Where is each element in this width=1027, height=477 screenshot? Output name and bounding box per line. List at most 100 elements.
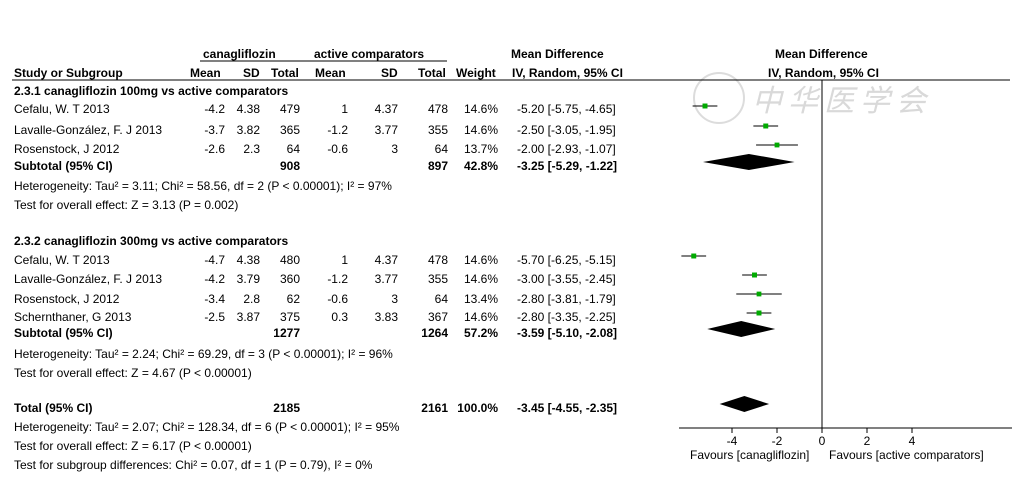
n1-cell: 479 xyxy=(279,102,300,116)
study-name: Rosenstock, J 2012 xyxy=(14,292,120,306)
ci-cell: -2.00 [-2.93, -1.07] xyxy=(517,142,616,156)
n2-cell: 478 xyxy=(427,102,448,116)
ci-cell: -5.20 [-5.75, -4.65] xyxy=(517,102,616,116)
sd1-cell: 3.79 xyxy=(236,272,260,286)
sd1-cell: 3.87 xyxy=(236,310,260,324)
subtotal-n1: 1277 xyxy=(273,326,300,340)
header-method-right: IV, Random, 95% CI xyxy=(768,66,879,80)
favours-left-label: Favours [canagliflozin] xyxy=(690,448,810,462)
footer-overall-effect: Test for overall effect: Z = 6.17 (P < 0… xyxy=(14,439,252,453)
mean1-cell: -2.5 xyxy=(204,310,225,324)
total-n2: 2161 xyxy=(421,401,448,415)
subtotal-n2: 897 xyxy=(427,159,448,173)
n1-cell: 64 xyxy=(286,142,300,156)
total-weight: 100.0% xyxy=(457,401,498,415)
ci-cell: -2.80 [-3.81, -1.79] xyxy=(517,292,616,306)
sd2-cell: 4.37 xyxy=(374,253,398,267)
study-point xyxy=(702,103,708,109)
ci-cell: -5.70 [-6.25, -5.15] xyxy=(517,253,616,267)
study-point xyxy=(691,253,697,259)
ci-cell: -2.80 [-3.35, -2.25] xyxy=(517,310,616,324)
sd2-cell: 3.83 xyxy=(374,310,398,324)
sd1-cell: 4.38 xyxy=(236,253,260,267)
mean2-cell: -1.2 xyxy=(327,272,348,286)
header-study: Study or Subgroup xyxy=(14,66,123,80)
favours-right-label: Favours [active comparators] xyxy=(829,448,984,462)
study-name: Rosenstock, J 2012 xyxy=(14,142,120,156)
mean2-cell: -0.6 xyxy=(327,142,348,156)
subtotal-weight: 42.8% xyxy=(463,159,498,173)
weight-cell: 14.6% xyxy=(463,272,498,286)
ci-cell: -2.50 [-3.05, -1.95] xyxy=(517,123,616,137)
mean1-cell: -3.4 xyxy=(204,292,225,306)
n2-cell: 64 xyxy=(434,142,448,156)
n2-cell: 355 xyxy=(427,123,448,137)
watermark-text: 中华医学会 xyxy=(752,84,932,119)
study-name: Cefalu, W. T 2013 xyxy=(14,253,110,267)
subtotal-ci: -3.25 [-5.29, -1.22] xyxy=(517,159,618,173)
study-name: Cefalu, W. T 2013 xyxy=(14,102,110,116)
header-mean1: Mean xyxy=(190,66,221,80)
x-axis-tick-label: 4 xyxy=(909,434,916,448)
mean2-cell: -1.2 xyxy=(327,123,348,137)
sd2-cell: 3 xyxy=(391,142,398,156)
total-label: Total (95% CI) xyxy=(14,401,93,415)
sd2-cell: 3.77 xyxy=(374,272,398,286)
footer-subgroup-diff: Test for subgroup differences: Chi² = 0.… xyxy=(14,458,373,472)
n2-cell: 367 xyxy=(427,310,448,324)
n2-cell: 64 xyxy=(434,292,448,306)
header-mean2: Mean xyxy=(315,66,346,80)
header-total2: Total xyxy=(418,66,446,80)
n2-cell: 478 xyxy=(427,253,448,267)
subgroup-title: 2.3.1 canagliflozin 100mg vs active comp… xyxy=(14,84,289,98)
pooled-diamond xyxy=(707,321,776,337)
mean1-cell: -4.2 xyxy=(204,272,225,286)
overall-effect-text: Test for overall effect: Z = 3.13 (P = 0… xyxy=(14,198,239,212)
study-point xyxy=(752,272,757,278)
subtotal-weight: 57.2% xyxy=(463,326,498,340)
subgroup-title: 2.3.2 canagliflozin 300mg vs active comp… xyxy=(14,234,289,248)
sd1-cell: 3.82 xyxy=(236,123,260,137)
sd1-cell: 2.3 xyxy=(243,142,260,156)
mean1-cell: -3.7 xyxy=(204,123,225,137)
subtotal-label: Subtotal (95% CI) xyxy=(14,159,113,173)
study-name: Lavalle-González, F. J 2013 xyxy=(14,123,163,137)
weight-cell: 13.7% xyxy=(463,142,498,156)
header-md-right: Mean Difference xyxy=(775,47,868,61)
weight-cell: 14.6% xyxy=(463,310,498,324)
mean2-cell: 1 xyxy=(341,102,348,116)
total-n1: 2185 xyxy=(273,401,300,415)
weight-cell: 14.6% xyxy=(463,123,498,137)
mean2-cell: 1 xyxy=(341,253,348,267)
header-group2: active comparators xyxy=(314,47,425,61)
x-axis-tick-label: -4 xyxy=(727,434,738,448)
subtotal-ci: -3.59 [-5.10, -2.08] xyxy=(517,326,618,340)
header-group1: canagliflozin xyxy=(203,47,276,61)
sd2-cell: 3 xyxy=(391,292,398,306)
sd1-cell: 4.38 xyxy=(236,102,260,116)
x-axis-tick-label: 0 xyxy=(819,434,826,448)
footer-heterogeneity: Heterogeneity: Tau² = 2.07; Chi² = 128.3… xyxy=(14,420,400,434)
watermark-seal xyxy=(693,72,745,124)
subtotal-n2: 1264 xyxy=(421,326,448,340)
study-point xyxy=(774,142,780,148)
subtotal-n1: 908 xyxy=(279,159,300,173)
study-point xyxy=(756,310,762,316)
n1-cell: 62 xyxy=(286,292,300,306)
weight-cell: 14.6% xyxy=(463,102,498,116)
heterogeneity-text: Heterogeneity: Tau² = 3.11; Chi² = 58.56… xyxy=(14,179,392,193)
study-name: Lavalle-González, F. J 2013 xyxy=(14,272,163,286)
x-axis-tick-label: 2 xyxy=(864,434,871,448)
overall-effect-text: Test for overall effect: Z = 4.67 (P < 0… xyxy=(14,366,252,380)
header-weight: Weight xyxy=(456,66,496,80)
sd1-cell: 2.8 xyxy=(243,292,260,306)
study-point xyxy=(756,291,762,297)
pooled-diamond xyxy=(719,396,770,412)
mean2-cell: -0.6 xyxy=(327,292,348,306)
header-sd1: SD xyxy=(243,66,260,80)
heterogeneity-text: Heterogeneity: Tau² = 2.24; Chi² = 69.29… xyxy=(14,347,393,361)
weight-cell: 13.4% xyxy=(463,292,498,306)
n1-cell: 480 xyxy=(279,253,300,267)
mean1-cell: -4.2 xyxy=(204,102,225,116)
